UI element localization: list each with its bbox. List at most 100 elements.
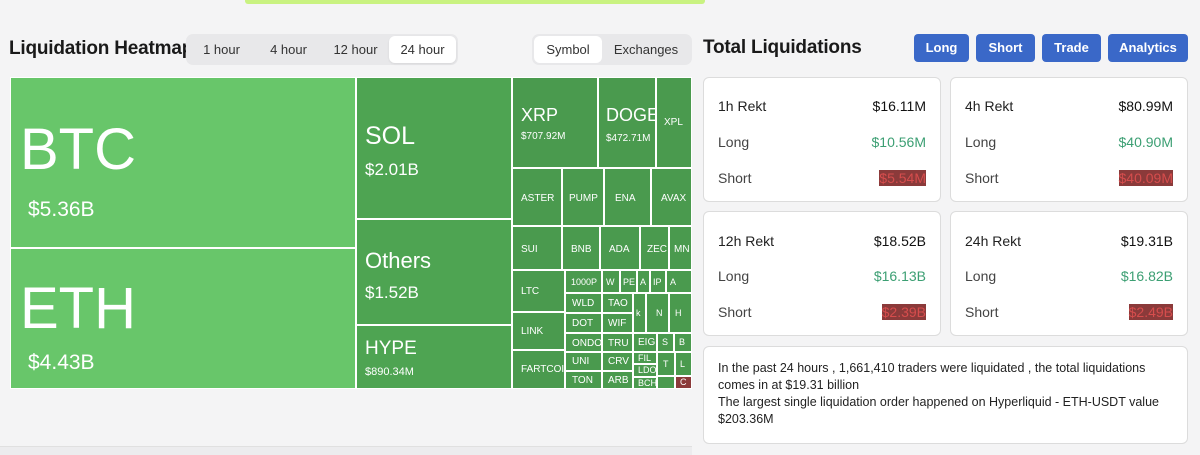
tab-12-hour[interactable]: 12 hour [333,42,378,57]
tile-ena[interactable]: ENA [604,168,651,226]
tile-bnb[interactable]: BNB [562,226,600,270]
short-label: Short [965,304,999,320]
tile-symbol: CRV [608,356,629,367]
tile-t[interactable]: T [657,352,675,376]
tile-crv[interactable]: CRV [602,352,633,371]
tile-value: $1.52B [365,283,419,302]
short-value: $5.54M [879,170,926,186]
long-button[interactable]: Long [914,34,969,62]
tile-symbol: DOGE [606,105,656,125]
tile-link[interactable]: LINK [512,312,565,350]
tile-fil[interactable]: FIL [633,352,657,364]
tile-value: $472.71M [606,133,651,144]
tab-symbol[interactable]: Symbol [534,36,602,63]
tile-ip[interactable]: IP [650,270,666,293]
analytics-button[interactable]: Analytics [1108,34,1188,62]
tile-fartcoin[interactable]: FARTCOI [512,350,565,389]
tab-4-hour[interactable]: 4 hour [270,42,307,57]
tile-ltc[interactable]: LTC [512,270,565,312]
tile-symbol: MN [674,244,690,255]
tab-24-hour[interactable]: 24 hour [389,36,456,63]
tile-h[interactable]: H [669,293,692,333]
short-label: Short [718,170,752,186]
tile-symbol: BNB [571,244,592,255]
tile-uni[interactable]: UNI [565,352,602,371]
tile-symbol: PUMP [569,193,598,204]
tile-l[interactable]: L [675,352,692,376]
tile-hype[interactable]: HYPE $890.34M [356,325,512,389]
tile-wld[interactable]: WLD [565,293,602,313]
tile-value: $4.43B [28,351,95,374]
view-mode-tabs: Symbol Exchanges [532,34,692,65]
tile-value: $2.01B [365,160,419,179]
tile-symbol: WIF [608,318,627,329]
time-range-tabs: 1 hour 4 hour 12 hour 24 hour [186,34,458,65]
rekt-card-4h: 4h Rekt $80.99M Long $40.90M Short $40.09M [950,77,1188,202]
tile-symbol: N [656,308,663,318]
tile-trump[interactable]: TRU [602,333,633,352]
tile-zec[interactable]: ZEC [640,226,669,270]
long-value: $40.90M [1118,134,1173,150]
tile-symbol: TRU [608,338,629,349]
tile-symbol: LDO [638,365,657,375]
tile-dot[interactable]: DOT [565,313,602,333]
tile-1000p[interactable]: 1000P [565,270,602,293]
tile-symbol: XRP [521,105,559,125]
tile-symbol: ADA [609,244,630,255]
tile-ada[interactable]: ADA [600,226,640,270]
tile-n[interactable]: N [646,293,669,333]
tile-symbol: FARTCOI [521,364,565,375]
short-button[interactable]: Short [976,34,1035,62]
tile-btc[interactable]: BTC $5.36B [10,77,356,248]
card-label: 4h Rekt [965,98,1014,114]
card-label: 12h Rekt [718,233,775,249]
tile-symbol: T [663,359,669,369]
tile-ondo[interactable]: ONDO [565,333,602,352]
tile-symbol: XPL [664,117,683,128]
tile-doge[interactable]: DOGE $472.71M [598,77,656,168]
tile-sui[interactable]: SUI [512,226,562,270]
tile-s[interactable]: S [657,333,674,352]
tile-symbol: k [636,308,641,318]
tile-b[interactable]: B [674,333,692,352]
top-banner-strip [245,0,705,4]
tile-xpl[interactable]: XPL [656,77,692,168]
tile-symbol: B [679,337,686,347]
short-label: Short [965,170,999,186]
tile-avax[interactable]: AVAX [651,168,692,226]
tile-k[interactable]: k [633,293,646,333]
tile-sol[interactable]: SOL $2.01B [356,77,512,219]
tile-symbol: HYPE [365,338,417,359]
tile-bch[interactable]: BCH [633,377,657,389]
tile-aster[interactable]: ASTER [512,168,562,226]
tile-xrp[interactable]: XRP $707.92M [512,77,598,168]
tile-mnt[interactable]: MN [669,226,692,270]
long-label: Long [718,268,750,284]
tile-eth[interactable]: ETH $4.43B [10,248,356,389]
tile-symbol: ETH [20,276,136,341]
tile-symbol: A [670,277,677,287]
tile-others[interactable]: Others $1.52B [356,219,512,325]
tab-exchanges[interactable]: Exchanges [613,42,679,57]
tile-c[interactable]: C [675,376,692,389]
tile-small[interactable] [657,376,675,389]
tile-arb[interactable]: ARB [602,371,633,389]
tile-pe[interactable]: PE [620,270,637,293]
tile-ton[interactable]: TON [565,371,602,389]
summary-line-1: In the past 24 hours , 1,661,410 traders… [718,361,1146,392]
tile-symbol: LINK [521,326,544,337]
tile-ldo[interactable]: LDO [633,364,657,377]
tile-pump[interactable]: PUMP [562,168,604,226]
summary-line-2: The largest single liquidation order hap… [718,395,1159,426]
tile-eig[interactable]: EIG [633,333,657,352]
long-value: $10.56M [871,134,926,150]
tab-1-hour[interactable]: 1 hour [203,42,240,57]
tile-w[interactable]: W [602,270,620,293]
trade-button[interactable]: Trade [1042,34,1101,62]
tile-symbol: WLD [572,298,595,309]
tile-a2[interactable]: A [666,270,692,293]
tile-a[interactable]: A [637,270,650,293]
tile-wif[interactable]: WIF [602,313,633,333]
long-label: Long [965,268,997,284]
tile-tao[interactable]: TAO [602,293,633,313]
